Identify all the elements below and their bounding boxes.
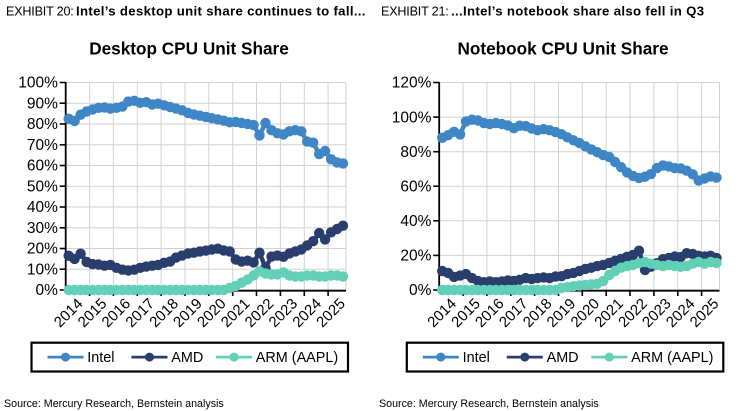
svg-text:20%: 20% — [27, 241, 58, 258]
svg-text:40%: 40% — [27, 199, 58, 216]
svg-text:30%: 30% — [27, 220, 58, 237]
svg-text:20%: 20% — [400, 248, 431, 265]
svg-text:Intel: Intel — [87, 350, 114, 366]
svg-text:80%: 80% — [27, 116, 58, 133]
svg-text:80%: 80% — [400, 144, 431, 161]
svg-text:50%: 50% — [27, 178, 58, 195]
svg-text:AMD: AMD — [547, 350, 579, 366]
svg-text:Source: Mercury Research, Bern: Source: Mercury Research, Bernstein anal… — [379, 398, 599, 410]
svg-text:10%: 10% — [27, 261, 58, 278]
svg-text:120%: 120% — [392, 75, 432, 92]
svg-text:40%: 40% — [400, 213, 431, 230]
svg-text:Intel’s desktop unit share con: Intel’s desktop unit share continues to … — [76, 4, 366, 19]
svg-text:Desktop CPU Unit Share: Desktop CPU Unit Share — [89, 39, 289, 59]
svg-text:ARM (AAPL): ARM (AAPL) — [631, 350, 713, 366]
svg-text:100%: 100% — [18, 75, 58, 92]
svg-text:60%: 60% — [27, 158, 58, 175]
svg-text:0%: 0% — [409, 282, 432, 299]
svg-text:AMD: AMD — [171, 350, 203, 366]
svg-text:Notebook CPU Unit Share: Notebook CPU Unit Share — [457, 39, 668, 59]
svg-text:EXHIBIT 21:: EXHIBIT 21: — [381, 5, 449, 19]
svg-text:90%: 90% — [27, 95, 58, 112]
svg-text:Source: Mercury Research, Bern: Source: Mercury Research, Bernstein anal… — [4, 398, 224, 410]
svg-text:0%: 0% — [35, 282, 58, 299]
svg-text:EXHIBIT 20:: EXHIBIT 20: — [6, 5, 74, 19]
svg-text:60%: 60% — [400, 178, 431, 195]
svg-text:ARM (AAPL): ARM (AAPL) — [256, 350, 338, 366]
svg-text:...Intel’s notebook share also: ...Intel’s notebook share also fell in Q… — [451, 4, 704, 19]
svg-text:Intel: Intel — [463, 350, 490, 366]
svg-text:100%: 100% — [392, 109, 432, 126]
svg-text:70%: 70% — [27, 137, 58, 154]
